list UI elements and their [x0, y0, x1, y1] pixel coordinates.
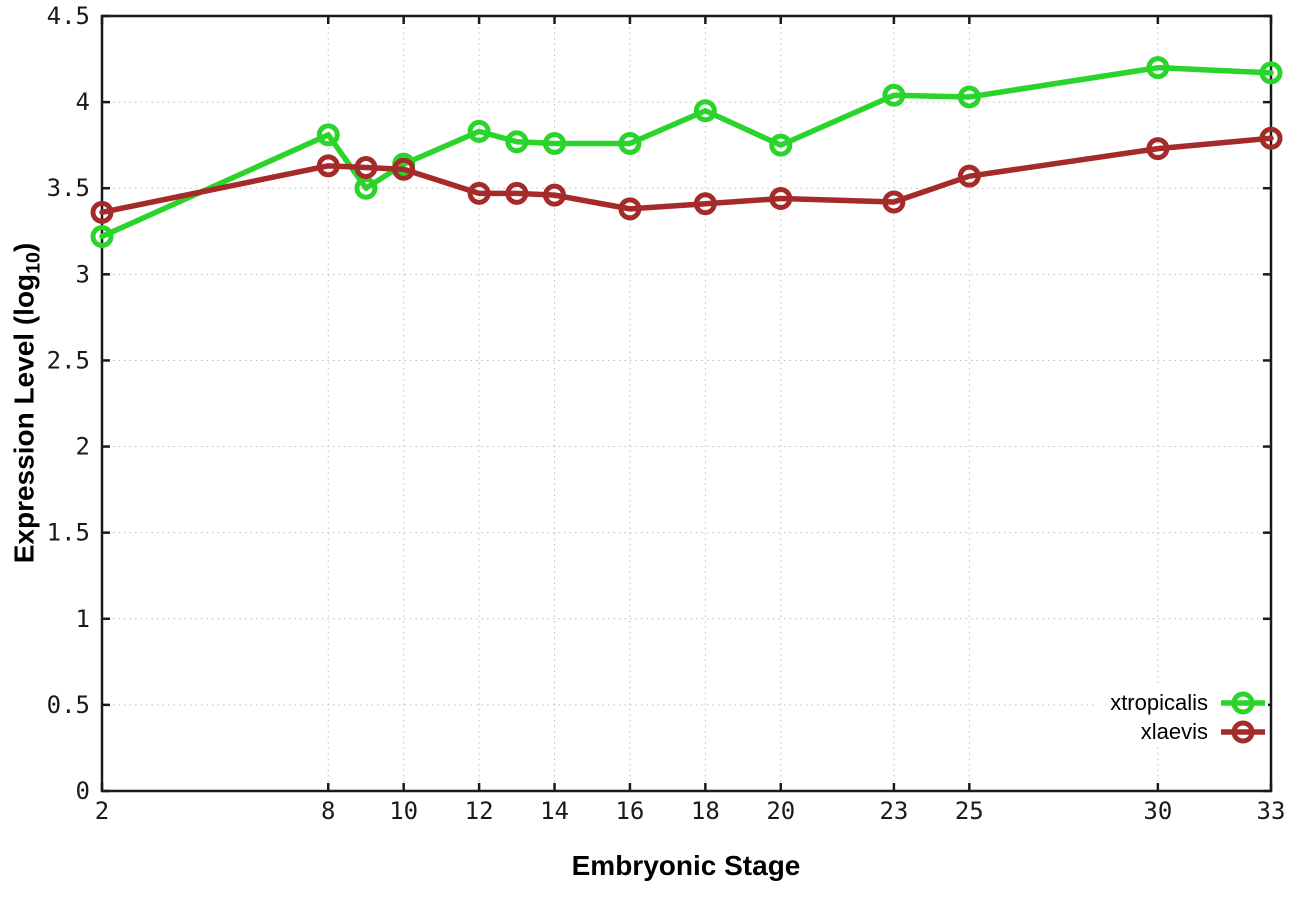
series-xtropicalis-marker [769, 133, 793, 157]
series-xlaevis-marker [354, 156, 378, 180]
series-xlaevis-marker [543, 183, 567, 207]
series-xlaevis-marker [957, 164, 981, 188]
legend-marker-xlaevis [1221, 720, 1265, 743]
series-xtropicalis-marker [1146, 56, 1170, 80]
x-tick-label: 23 [879, 797, 908, 825]
series-xtropicalis-marker [354, 176, 378, 200]
x-tick-label: 8 [321, 797, 335, 825]
series-xlaevis-marker [693, 192, 717, 216]
series-xtropicalis-marker [1259, 61, 1283, 85]
x-tick-label: 30 [1143, 797, 1172, 825]
x-tick-label: 14 [540, 797, 569, 825]
series-xlaevis-marker [1259, 126, 1283, 150]
x-tick-label: 33 [1257, 797, 1286, 825]
series-xlaevis-marker [1146, 137, 1170, 161]
series-xtropicalis-marker [543, 131, 567, 155]
x-tick-label: 2 [95, 797, 109, 825]
series-xlaevis-line [99, 135, 1274, 216]
legend-circle-marker-icon [1231, 691, 1255, 714]
x-tick-label: 18 [691, 797, 720, 825]
y-axis-title: Expression Level (log10) [9, 243, 46, 564]
y-tick-label: 0.5 [47, 691, 90, 719]
series-xtropicalis-marker [618, 131, 642, 155]
y-tick-label: 1.5 [47, 519, 90, 547]
plot-border [100, 14, 1273, 793]
x-axis-title: Embryonic Stage [571, 850, 801, 881]
y-tick-label: 2 [76, 433, 90, 461]
series-xlaevis-marker [769, 187, 793, 211]
series-xtropicalis-marker [957, 85, 981, 109]
legend-circle-marker-icon [1231, 720, 1255, 743]
x-tick-label: 16 [615, 797, 644, 825]
series-xtropicalis [90, 56, 1283, 248]
series-xtropicalis-line [99, 64, 1274, 240]
series-xtropicalis-marker [505, 130, 529, 154]
x-tick-label: 20 [766, 797, 795, 825]
series-xlaevis-marker [618, 197, 642, 221]
legend: xtropicalis xlaevis [1096, 687, 1268, 747]
series-xtropicalis-marker [882, 83, 906, 107]
y-tick-label: 4.5 [47, 2, 90, 30]
series-xlaevis-marker [392, 157, 416, 181]
series-xlaevis-marker [90, 200, 114, 224]
y-tick-label: 3.5 [47, 174, 90, 202]
x-tick-label: 10 [389, 797, 418, 825]
x-tick-label: 12 [465, 797, 494, 825]
y-tick-label: 2.5 [47, 346, 90, 374]
gridlines [101, 15, 1272, 792]
y-axis-title-subscript: 10 [22, 252, 45, 274]
series-xtropicalis-marker [316, 123, 340, 147]
series-xtropicalis-marker [90, 224, 114, 248]
y-tick-labels: 0 0.5 1 1.5 2 2.5 3 3.5 4 4.5 [47, 2, 90, 805]
series-xlaevis-marker [505, 181, 529, 205]
series-xlaevis [90, 126, 1283, 224]
series-xlaevis-marker [467, 181, 491, 205]
legend-marker-xtropicalis [1221, 691, 1265, 714]
x-tick-labels: 2 8 10 12 14 16 18 20 23 25 30 33 [95, 797, 1286, 825]
y-tick-label: 1 [76, 605, 90, 633]
series-xlaevis-marker [316, 154, 340, 178]
legend-label-xlaevis: xlaevis [1140, 718, 1208, 744]
legend-label-xtropicalis: xtropicalis [1110, 689, 1208, 715]
y-axis-title-close: ) [8, 242, 40, 253]
x-tick-label: 25 [955, 797, 984, 825]
y-tick-label: 0 [76, 777, 90, 805]
axis-ticks [100, 14, 1273, 793]
y-tick-label: 4 [76, 88, 90, 116]
legend-row-xlaevis: xlaevis [1110, 717, 1266, 746]
series-xtropicalis-marker [693, 99, 717, 123]
series-xlaevis-marker [882, 190, 906, 214]
y-tick-label: 3 [76, 260, 90, 288]
y-axis-title-main: Expression Level (log [8, 273, 40, 564]
series-xtropicalis-marker [467, 119, 491, 143]
legend-row-xtropicalis: xtropicalis [1110, 688, 1266, 717]
